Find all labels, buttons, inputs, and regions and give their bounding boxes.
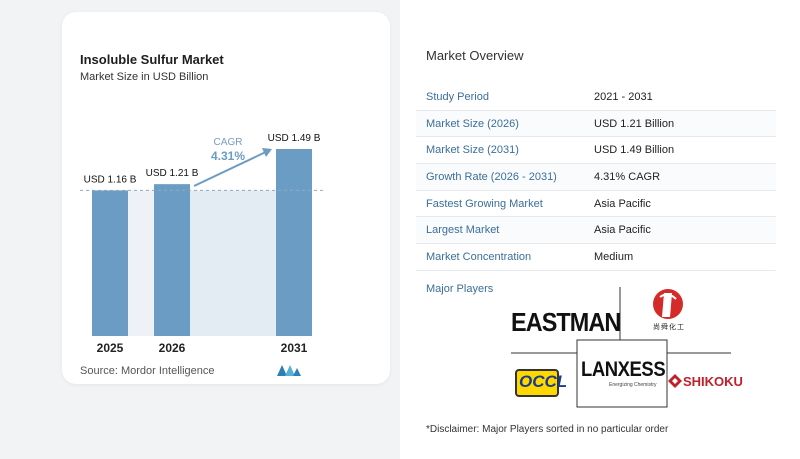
disclaimer-text: *Disclaimer: Major Players sorted in no … [426,424,669,435]
eastman-logo: EASTMAN [511,307,621,337]
cagr-label: CAGR [214,137,243,148]
overview-row-key: Growth Rate (2026 - 2031) [426,170,557,183]
overview-row: Largest Market Asia Pacific [416,217,776,245]
bar-2025 [92,190,128,336]
bar-value-label: USD 1.21 B [146,168,199,179]
bar-chart: USD 1.16 B 2025 USD 1.21 B 2026 USD 1.49 B 20… [80,133,326,355]
x-tick-label: 2025 [97,341,124,355]
overview-row: Growth Rate (2026 - 2031) 4.31% CAGR [416,164,776,191]
shangshun-logo-text: 尚舜化工 [653,324,685,331]
overview-row: Fastest Growing Market Asia Pacific [416,190,776,218]
overview-title: Market Overview [426,48,524,63]
overview-row-key: Market Size (2031) [426,144,519,157]
bar-2026 [154,184,190,336]
source-text: Source: Mordor Intelligence [80,365,215,377]
cagr-arrow-head [262,148,272,157]
overview-row: Market Size (2026) USD 1.21 Billion [416,110,776,138]
major-players-logos: EASTMAN 尚舜化工 LANXESS Energizing Chemistr… [505,285,745,408]
history-shade [128,190,154,336]
major-players-title: Major Players [426,283,494,295]
mordor-logo-icon [277,365,301,376]
occl-logo-badge [515,369,559,397]
bar-value-label: USD 1.49 B [268,133,321,144]
occl-logo: OCCL [519,372,568,391]
overview-row-value: 4.31% CAGR [594,170,661,183]
x-tick-label: 2026 [159,341,186,355]
overview-row-key: Fastest Growing Market [426,197,543,210]
cagr-value: 4.31% [211,149,245,163]
x-tick-label: 2031 [281,341,308,355]
overview-row-value: 2021 - 2031 [594,90,653,103]
shikoku-logo-icon [668,374,682,388]
overview-row-key: Largest Market [426,224,500,237]
overview-row-value: USD 1.21 Billion [594,117,675,130]
overview-row-key: Study Period [426,90,489,103]
shikoku-logo: SHIKOKU [683,374,743,389]
bar-value-label: USD 1.16 B [84,174,137,185]
overview-row: Market Size (2031) USD 1.49 Billion [416,137,776,165]
overview-row-value: USD 1.49 Billion [594,144,675,157]
forecast-shade [190,190,276,336]
bar-2031 [276,149,312,336]
cagr-arrow [193,149,271,187]
lanxess-logo: LANXESS [581,358,666,381]
overview-row-value: Asia Pacific [594,224,651,237]
chart-title: Insoluble Sulfur Market [80,52,224,67]
chart-subtitle: Market Size in USD Billion [80,71,209,83]
overview-table: Study Period 2021 - 2031 Market Size (2026… [416,84,776,271]
overview-row-key: Market Size (2026) [426,117,519,130]
overview-row: Market Concentration Medium [416,244,776,271]
lanxess-tagline: Energizing Chemistry [609,382,657,388]
overview-row-key: Market Concentration [426,250,532,263]
overview-row-value: Asia Pacific [594,197,651,210]
overview-row: Study Period 2021 - 2031 [416,84,776,111]
overview-row-value: Medium [594,250,634,263]
shangshun-logo-icon [653,289,683,319]
logo-dividers [511,287,731,408]
